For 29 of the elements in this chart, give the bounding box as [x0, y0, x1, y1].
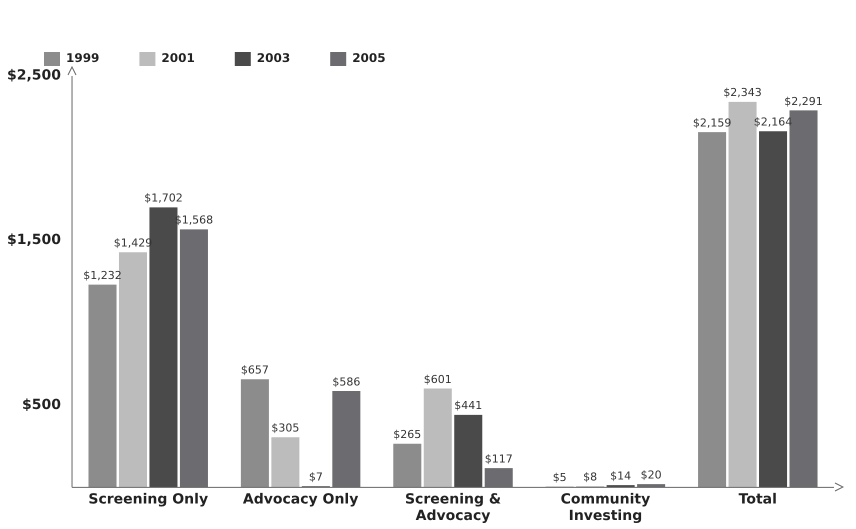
data-label: $1,702	[144, 192, 183, 205]
legend-label: 2005	[352, 51, 386, 66]
y-tick-label: $2,500	[6, 68, 62, 84]
x-tick-label: Total	[738, 491, 777, 508]
data-label: $305	[271, 422, 300, 435]
x-tick-label: Advocacy Only	[242, 491, 358, 508]
legend-label: 2001	[161, 51, 195, 66]
data-label: $7	[308, 470, 323, 484]
x-tick-label: Screening & Advocacy	[404, 491, 502, 524]
data-label: $586	[332, 375, 360, 388]
legend-label: 1999	[66, 51, 100, 66]
data-label: $601	[424, 372, 452, 386]
legend-label: 2003	[256, 51, 290, 66]
x-tick-label: Screening Only	[88, 491, 208, 508]
data-label: $8	[583, 470, 598, 484]
data-label: $1,232	[83, 269, 122, 282]
data-label: $20	[640, 468, 662, 482]
data-label: $441	[454, 399, 482, 412]
data-label: $2,343	[723, 86, 762, 100]
data-label: $14	[610, 469, 632, 482]
x-tick-label: Community Investing	[560, 491, 650, 524]
y-tick-label: $1,500	[6, 232, 62, 248]
y-tick-label: $500	[22, 396, 62, 413]
data-label: $5	[552, 470, 567, 484]
data-label: $2,291	[784, 94, 823, 108]
data-label: $265	[393, 428, 422, 442]
data-label: $657	[240, 364, 269, 377]
data-label: $2,159	[692, 116, 732, 130]
data-label: $117	[484, 452, 513, 466]
